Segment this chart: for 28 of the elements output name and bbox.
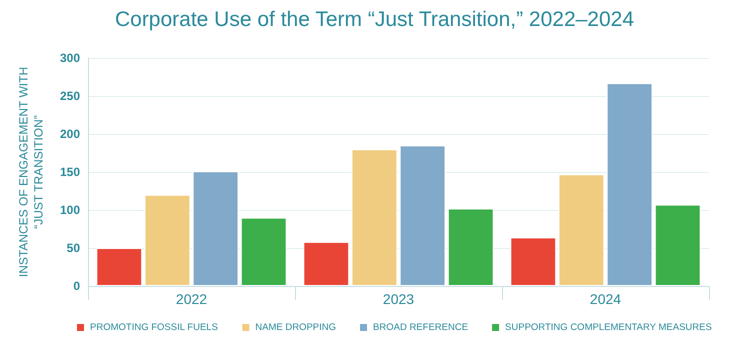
- y-tick-label: 300: [60, 51, 80, 65]
- y-tick-label: 100: [60, 203, 80, 217]
- bar: [510, 237, 556, 286]
- x-tick-label: 2024: [590, 291, 622, 307]
- y-axis-title: INSTANCES OF ENGAGEMENT WITH “JUST TRANSITION”: [16, 66, 46, 278]
- legend-label: NAME DROPPING: [255, 322, 336, 333]
- bar: [654, 204, 701, 286]
- y-tick-label: 250: [60, 89, 80, 103]
- bar: [606, 83, 653, 286]
- chart-title: Corporate Use of the Term “Just Transition,” 2022–2024: [114, 8, 634, 31]
- legend-label: BROAD REFERENCE: [373, 322, 468, 333]
- x-tick-label: 2022: [176, 291, 208, 307]
- legend-label: PROMOTING FOSSIL FUELS: [90, 322, 218, 333]
- x-tick-label: 2023: [382, 291, 414, 307]
- bar: [192, 171, 239, 286]
- y-tick-label: 0: [73, 279, 80, 293]
- bar: [303, 242, 350, 286]
- bar: [240, 218, 287, 286]
- bar: [96, 248, 142, 286]
- bar: [558, 174, 604, 286]
- bar: [351, 149, 398, 286]
- bar: [144, 194, 190, 286]
- bar: [448, 208, 494, 286]
- bar: [400, 145, 446, 286]
- y-tick-label: 50: [66, 241, 80, 255]
- legend-label: SUPPORTING COMPLEMENTARY MEASURES: [505, 322, 712, 333]
- y-tick-label: 150: [60, 165, 80, 179]
- y-tick-label: 200: [60, 127, 80, 141]
